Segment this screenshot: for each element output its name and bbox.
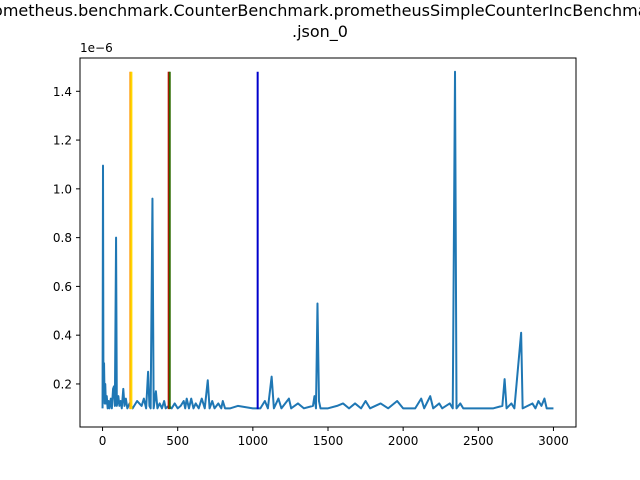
series-line-0 — [101, 70, 554, 410]
x-tick-label: 3000 — [538, 434, 569, 448]
chart-title-line-2: .json_0 — [292, 22, 348, 42]
y-tick-label: 0.6 — [53, 280, 72, 294]
x-tick-label: 500 — [166, 434, 189, 448]
x-tick-label: 2500 — [463, 434, 494, 448]
axes-frame — [79, 57, 577, 428]
y-axis-ticks: 0.2 0.4 0.6 0.8 1.0 1.2 1.4 — [53, 85, 80, 391]
y-axis-multiplier: 1e−6 — [80, 41, 113, 55]
marker-lines — [129, 71, 259, 410]
y-tick-label: 1.2 — [53, 134, 72, 148]
y-tick-label: 0.2 — [53, 377, 72, 391]
series-layer — [101, 70, 554, 410]
y-tick-label: 0.8 — [53, 231, 72, 245]
x-tick-label: 1500 — [313, 434, 344, 448]
y-tick-label: 1.0 — [53, 182, 72, 196]
x-tick-label: 2000 — [388, 434, 419, 448]
x-axis-ticks: 0 500 1000 1500 2000 2500 3000 — [99, 427, 569, 448]
x-tick-label: 1000 — [238, 434, 269, 448]
x-tick-label: 0 — [99, 434, 107, 448]
y-tick-label: 0.4 — [53, 329, 72, 343]
y-tick-label: 1.4 — [53, 85, 72, 99]
plot-area — [80, 58, 576, 427]
chart-title-line-1: prometheus.benchmark.CounterBenchmark.pr… — [0, 1, 640, 20]
